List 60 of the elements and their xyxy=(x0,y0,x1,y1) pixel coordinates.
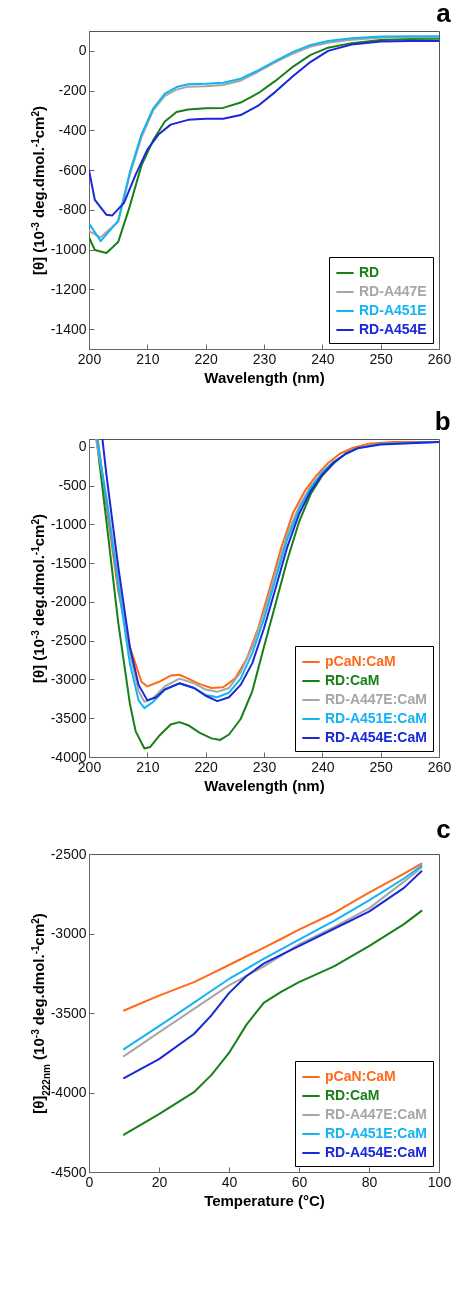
y-tick-label: -200 xyxy=(58,82,87,99)
y-tick-label: -1500 xyxy=(50,554,87,571)
y-tick-label: -2500 xyxy=(50,632,87,649)
x-tick-label: 60 xyxy=(291,1173,308,1190)
y-tick-label: -400 xyxy=(58,121,87,138)
y-tick-label: -3000 xyxy=(50,925,87,941)
x-tick-label: 240 xyxy=(311,758,335,775)
legend-label: pCaN:CaM xyxy=(325,1068,396,1084)
x-tick-label: 80 xyxy=(361,1173,378,1190)
legend-label: RD-A451E:CaM xyxy=(325,710,427,726)
legend-label: RD-A447E xyxy=(359,283,427,299)
chart-title: c xyxy=(436,814,451,844)
legend-label: pCaN:CaM xyxy=(325,653,396,669)
y-tick-label: -3500 xyxy=(50,1004,87,1021)
y-tick-label: -500 xyxy=(58,477,87,494)
chart-title: a xyxy=(436,0,452,28)
legend-label: RD:CaM xyxy=(325,1087,380,1103)
line-series xyxy=(123,862,423,1012)
y-tick-label: -4500 xyxy=(50,1163,87,1180)
x-tick-label: 210 xyxy=(136,758,160,775)
y-tick-label: -1400 xyxy=(50,320,87,337)
legend-label: RD-A451E:CaM xyxy=(325,1125,427,1141)
y-tick-label: 0 xyxy=(78,438,87,455)
y-tick-label: 0 xyxy=(78,42,87,59)
y-tick-label: -4000 xyxy=(50,1084,87,1100)
x-tick-label: 100 xyxy=(427,1173,452,1190)
legend-label: RD-A451E xyxy=(359,302,427,318)
legend-label: RD xyxy=(359,264,380,280)
chart-title: b xyxy=(434,406,451,436)
y-tick-label: -3500 xyxy=(50,709,87,726)
x-axis-title: Wavelength (nm) xyxy=(204,368,325,386)
y-tick-label: -600 xyxy=(58,161,87,178)
x-tick-label: 210 xyxy=(136,350,160,367)
x-tick-label: 200 xyxy=(77,350,102,367)
x-tick-label: 260 xyxy=(427,350,452,367)
x-tick-label: 240 xyxy=(311,350,335,367)
x-tick-label: 40 xyxy=(221,1173,238,1190)
y-tick-label: -800 xyxy=(58,201,87,218)
legend-label: RD-A454E:CaM xyxy=(325,729,427,745)
x-tick-label: 20 xyxy=(151,1173,168,1190)
x-axis-title: Wavelength (nm) xyxy=(204,776,325,794)
x-tick-label: 260 xyxy=(427,758,452,775)
x-tick-label: 230 xyxy=(252,758,277,775)
y-tick-label: -1000 xyxy=(50,515,87,532)
y-tick-label: -2000 xyxy=(50,593,87,610)
legend-label: RD-A447E:CaM xyxy=(325,691,427,707)
legend-label: RD-A447E:CaM xyxy=(325,1106,427,1122)
y-tick-label: -1200 xyxy=(50,280,87,297)
x-tick-label: 250 xyxy=(369,758,394,775)
x-tick-label: 230 xyxy=(252,350,277,367)
x-tick-label: 220 xyxy=(194,758,219,775)
y-tick-label: -2500 xyxy=(50,845,87,862)
x-tick-label: 250 xyxy=(369,350,394,367)
legend-label: RD:CaM xyxy=(325,672,380,688)
y-tick-label: -1000 xyxy=(50,241,87,258)
x-axis-title: Temperature (°C) xyxy=(204,1191,325,1209)
y-tick-label: -3000 xyxy=(50,670,87,687)
x-tick-label: 220 xyxy=(194,350,219,367)
legend-label: RD-A454E:CaM xyxy=(325,1144,427,1160)
legend-label: RD-A454E xyxy=(359,321,427,337)
